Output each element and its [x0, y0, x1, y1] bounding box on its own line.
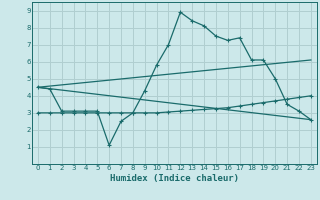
X-axis label: Humidex (Indice chaleur): Humidex (Indice chaleur): [110, 174, 239, 183]
